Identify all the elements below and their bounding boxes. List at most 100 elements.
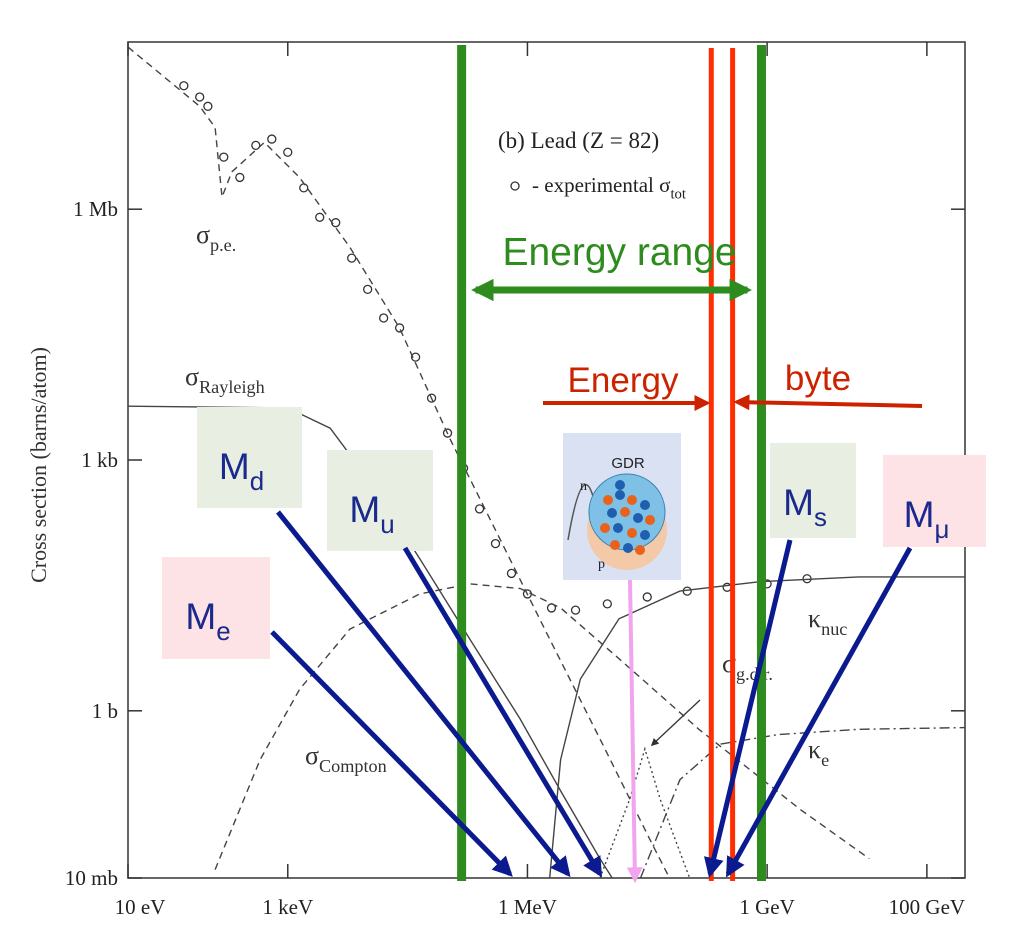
- data-point: [490, 538, 501, 549]
- legend-marker: [510, 181, 520, 191]
- inset-title: GDR: [611, 455, 645, 472]
- x-tick-label: 1 MeV: [498, 895, 557, 919]
- gdr-inset: GDR n p: [563, 433, 681, 580]
- ticks: 10 eV 1 keV 1 MeV 1 GeV 100 GeV 10 mb 1 b 1 kb 1…: [26, 42, 965, 919]
- data-point: [203, 101, 213, 111]
- param-label: Mu: [349, 489, 394, 539]
- param-label-base: M: [219, 446, 250, 487]
- y-axis-label: Cross section (barns/atom): [26, 347, 51, 583]
- param-label: Ms: [783, 482, 827, 532]
- data-point: [426, 393, 437, 403]
- curve-label-base: κ: [808, 604, 821, 633]
- param-arrow: [725, 546, 913, 878]
- curve: [599, 746, 691, 878]
- curve-label-base: κ: [808, 735, 821, 764]
- legend-text: - experimental σtot: [532, 173, 686, 202]
- inset-label: p: [598, 557, 605, 572]
- plot-area: [128, 46, 965, 878]
- param-box: [162, 557, 270, 659]
- data-point: [235, 172, 245, 183]
- param-label-sub: e: [216, 618, 230, 646]
- param-box: [327, 450, 433, 551]
- data-point: [394, 323, 405, 333]
- inset-nucleons: [600, 480, 655, 555]
- data-point: [299, 183, 309, 193]
- energy-label: Energy: [568, 361, 679, 400]
- curve: [214, 583, 870, 870]
- curve-label-base: σ: [305, 741, 319, 770]
- param-label-sub: d: [250, 468, 264, 496]
- param-box: [197, 407, 302, 508]
- curve-label-sub: Compton: [319, 756, 387, 776]
- param-arrow: [270, 630, 513, 877]
- param-arrow: [402, 546, 603, 878]
- curve-label-sub: nuc: [821, 619, 847, 639]
- data-point: [570, 605, 581, 615]
- curve-label: κe: [808, 735, 829, 770]
- x-tick-label: 1 keV: [262, 895, 313, 919]
- curve: [128, 405, 613, 878]
- param-label: Md: [219, 446, 264, 496]
- data-point: [219, 152, 229, 162]
- curve-label-sub: Rayleigh: [199, 377, 265, 397]
- data-point: [506, 568, 517, 579]
- y-tick-label: 1 Mb: [73, 197, 118, 221]
- param-arrow: [276, 510, 571, 878]
- param-label-sub: μ: [934, 516, 949, 544]
- curve-label-base: σ: [185, 362, 199, 391]
- curve-label-sub: e: [821, 750, 829, 770]
- y-tick-label: 1 kb: [81, 448, 118, 472]
- data-point: [283, 147, 293, 157]
- param-label-base: M: [783, 482, 814, 523]
- data-point: [251, 140, 261, 151]
- curve-label-sub: p.e.: [210, 235, 236, 255]
- param-label-sub: s: [814, 504, 827, 532]
- range-label: Energy range: [502, 231, 736, 274]
- data-point: [315, 212, 325, 222]
- param-label: Me: [185, 596, 230, 646]
- param-label-base: M: [185, 596, 216, 637]
- curve-label: κnuc: [808, 604, 847, 639]
- legend-text-base: - experimental σ: [532, 173, 670, 197]
- curve-label: σRayleigh: [185, 362, 265, 397]
- legend-text-sub: tot: [670, 186, 686, 202]
- y-tick-label: 1 b: [92, 699, 118, 723]
- inset-label: n: [580, 479, 587, 494]
- param-label: Mμ: [904, 494, 950, 544]
- param-label-sub: u: [380, 511, 394, 539]
- chart-title: (b) Lead (Z = 82): [498, 128, 659, 153]
- data-point: [179, 81, 189, 91]
- curve: [639, 726, 965, 878]
- gdr-arrow: [626, 579, 643, 884]
- data-point: [347, 253, 357, 263]
- y-tick-label: 10 mb: [65, 866, 118, 890]
- curve: [549, 576, 965, 878]
- data-point: [602, 599, 612, 609]
- curve-label-base: σ: [196, 220, 210, 249]
- param-arrow: [704, 539, 793, 878]
- x-tick-label: 100 GeV: [889, 895, 965, 919]
- data-point: [267, 134, 277, 144]
- x-tick-label: 1 GeV: [739, 895, 794, 919]
- data-point: [195, 92, 205, 102]
- x-tick-label: 10 eV: [115, 895, 166, 919]
- data-point: [642, 592, 652, 602]
- data-point: [410, 352, 421, 362]
- label-pointer: [650, 699, 701, 747]
- byte-arrow: [733, 394, 923, 411]
- curve-label: σCompton: [305, 741, 387, 776]
- data-point: [378, 313, 389, 323]
- curve-label: σp.e.: [196, 220, 236, 255]
- byte-label: byte: [785, 359, 851, 398]
- param-box: [770, 443, 856, 538]
- param-label-base: M: [904, 494, 935, 535]
- param-box: [883, 455, 986, 547]
- data-point: [442, 428, 453, 438]
- data-point: [474, 504, 485, 514]
- param-label-base: M: [349, 489, 380, 530]
- data-point: [363, 284, 373, 294]
